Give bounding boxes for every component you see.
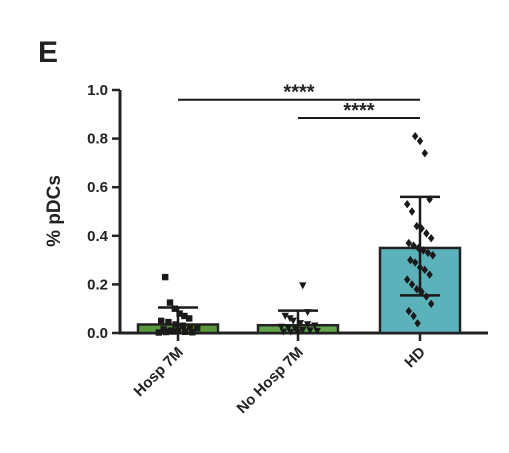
data-point [407,255,414,265]
data-point [303,321,312,329]
data-point [408,207,416,216]
y-tick-label: 0.6 [87,179,108,196]
data-point [423,229,430,238]
data-point [186,323,194,331]
data-point [416,136,424,146]
data-point [306,327,314,335]
y-tick-label: 1.0 [87,82,108,99]
data-point [405,306,412,316]
data-point [181,312,188,320]
data-point [421,148,428,158]
data-point [414,319,421,328]
x-tick-label: No Hosp 7M [234,344,307,417]
y-tick-label: 0.4 [87,228,109,245]
data-point [404,200,411,209]
data-point [428,299,435,309]
data-point [186,315,193,322]
data-point [413,221,420,231]
data-point [420,246,427,255]
data-point [286,315,294,323]
data-point [426,270,433,279]
data-point [162,328,170,336]
data-point [279,328,288,336]
x-tick-labels: Hosp 7M No Hosp 7M HD [131,344,429,417]
data-point [408,280,416,289]
data-point [179,322,186,329]
data-point [413,285,420,294]
data-point [421,265,428,275]
data-point [412,258,419,267]
data-point [162,273,169,281]
data-point [299,282,307,290]
data-point [299,326,307,334]
data-point [410,241,417,250]
data-point [284,324,293,332]
significance-brackets: **** **** [178,82,420,122]
data-point [176,310,183,317]
data-point [429,251,436,260]
y-tick-label: 0.2 [87,276,108,293]
x-tick-label: HD [401,344,428,371]
data-point [182,328,189,335]
significance-label: **** [343,100,374,122]
data-point [165,318,172,326]
x-tick-label: Hosp 7M [131,344,187,400]
data-point [172,321,179,328]
y-axis-label: % pDCs [44,175,65,247]
y-tick-label: 0.8 [87,131,108,148]
data-point [158,317,165,325]
data-point [277,323,285,331]
panel-label: E [38,36,58,69]
data-point [287,328,295,336]
error-bars [158,195,440,333]
data-point [404,275,411,284]
data-point [166,299,174,306]
data-point [313,327,321,335]
data-point [289,317,297,325]
data-point [194,324,201,332]
data-point [424,248,432,258]
significance-label: **** [283,82,314,104]
data-point [189,329,196,336]
data-point [281,312,289,320]
data-point [410,311,417,321]
data-point [412,131,419,141]
data-point [405,238,412,248]
data-point [170,328,177,335]
data-point [155,329,162,336]
y-tick-label: 0.0 [87,325,108,342]
data-point [311,322,319,330]
data-point [428,234,435,243]
data-points [155,131,436,336]
